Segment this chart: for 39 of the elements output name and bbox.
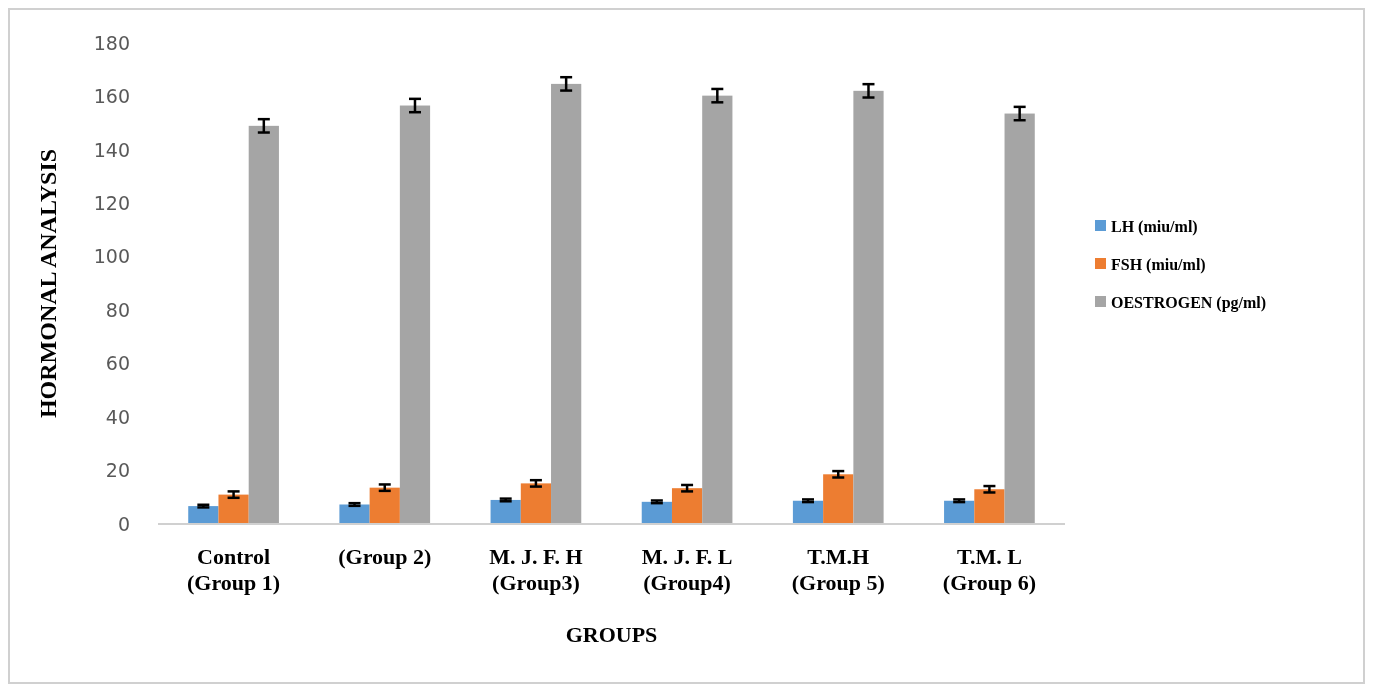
legend-label: LH (miu/ml) (1111, 217, 1198, 236)
x-tick-label: Control (Group 1) (187, 544, 281, 595)
bar (520, 483, 552, 524)
bar (369, 487, 400, 524)
bar (490, 499, 521, 524)
bar (248, 125, 279, 524)
bar (339, 504, 370, 524)
y-tick-label: 120 (93, 191, 130, 214)
bar (853, 90, 884, 524)
y-tick-label: 160 (93, 85, 130, 108)
y-axis-title: HORMONAL ANALYSIS (35, 148, 61, 419)
bar (702, 95, 733, 524)
x-tick-label: (Group 2) (338, 544, 432, 569)
y-tick-label: 20 (105, 459, 130, 482)
x-tick-label: T.M. L (Group 6) (942, 544, 1036, 595)
bar (823, 474, 854, 524)
bar (944, 500, 975, 524)
bar (188, 506, 219, 524)
y-tick-label: 0 (117, 512, 130, 535)
bar (551, 83, 582, 524)
bar (399, 105, 431, 524)
legend-label: FSH (miu/ml) (1111, 255, 1206, 274)
legend-label: OESTROGEN (pg/ml) (1111, 293, 1267, 312)
bar (792, 500, 824, 524)
bar (641, 501, 672, 524)
y-tick-label: 80 (105, 298, 130, 321)
x-tick-label: M. J. F. L (Group4) (641, 544, 733, 595)
x-axis-title: GROUPS (565, 622, 658, 647)
bar (974, 489, 1005, 524)
y-tick-label: 100 (93, 245, 130, 268)
bar (218, 494, 249, 524)
y-tick-label: 40 (105, 405, 130, 428)
y-tick-label: 140 (93, 138, 130, 161)
y-tick-label: 180 (93, 31, 130, 54)
y-tick-label: 60 (105, 352, 130, 375)
x-tick-label: T.M.H (Group 5) (791, 544, 885, 595)
x-tick-label: M. J. F. H (Group3) (489, 544, 583, 595)
bar (1004, 113, 1035, 524)
bar (671, 488, 703, 524)
